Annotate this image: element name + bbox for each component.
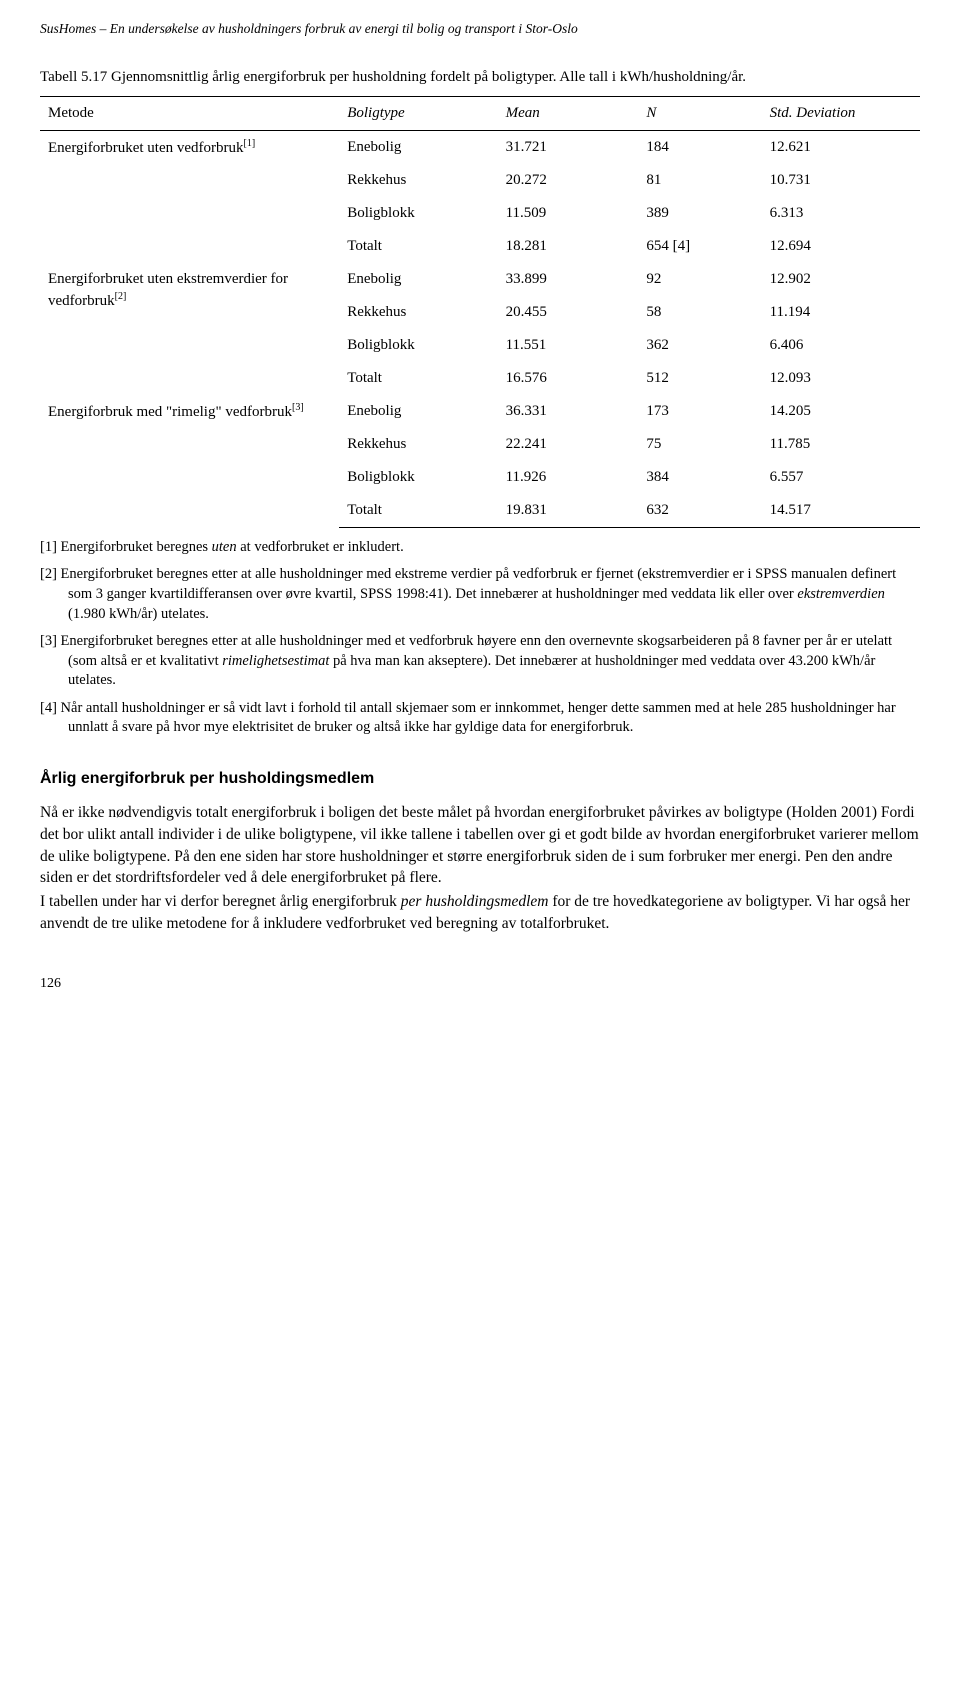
cell-value: 58 (638, 296, 761, 329)
cell-value: 22.241 (498, 428, 639, 461)
cell-value: Rekkehus (339, 428, 497, 461)
cell-value: 6.406 (762, 329, 920, 362)
cell-value: 33.899 (498, 263, 639, 296)
page-number: 126 (40, 974, 920, 994)
cell-value: 173 (638, 395, 761, 428)
body-text: Nå er ikke nødvendigvis totalt energifor… (40, 802, 920, 934)
cell-value: 11.926 (498, 461, 639, 494)
cell-value: 12.621 (762, 130, 920, 164)
col-header-std: Std. Deviation (762, 96, 920, 130)
cell-value: 92 (638, 263, 761, 296)
data-table: Metode Boligtype Mean N Std. Deviation E… (40, 96, 920, 528)
cell-value: Totalt (339, 494, 497, 528)
cell-value: Boligblokk (339, 197, 497, 230)
cell-value: 12.093 (762, 362, 920, 395)
cell-value: 81 (638, 164, 761, 197)
cell-value: 14.205 (762, 395, 920, 428)
table-row: Energiforbruket uten ekstremverdier for … (40, 263, 920, 296)
cell-value: 75 (638, 428, 761, 461)
col-header-metode: Metode (40, 96, 339, 130)
table-header-row: Metode Boligtype Mean N Std. Deviation (40, 96, 920, 130)
col-header-mean: Mean (498, 96, 639, 130)
cell-value: 184 (638, 130, 761, 164)
cell-value: 389 (638, 197, 761, 230)
col-header-boligtype: Boligtype (339, 96, 497, 130)
cell-value: 20.272 (498, 164, 639, 197)
cell-value: 11.509 (498, 197, 639, 230)
cell-value: 18.281 (498, 230, 639, 263)
table-row: Energiforbruk med "rimelig" vedforbruk[3… (40, 395, 920, 428)
footnote: [3] Energiforbruket beregnes etter at al… (40, 632, 920, 691)
footnote: [4] Når antall husholdninger er så vidt … (40, 699, 920, 738)
cell-value: Totalt (339, 362, 497, 395)
cell-value: 512 (638, 362, 761, 395)
cell-value: Enebolig (339, 395, 497, 428)
cell-value: 11.785 (762, 428, 920, 461)
running-head: SusHomes – En undersøkelse av husholdnin… (40, 20, 920, 39)
cell-value: 10.731 (762, 164, 920, 197)
cell-value: 632 (638, 494, 761, 528)
footnote: [2] Energiforbruket beregnes etter at al… (40, 565, 920, 624)
footnote: [1] Energiforbruket beregnes uten at ved… (40, 538, 920, 558)
paragraph: Nå er ikke nødvendigvis totalt energifor… (40, 802, 920, 889)
cell-value: 16.576 (498, 362, 639, 395)
cell-value: 19.831 (498, 494, 639, 528)
cell-value: 11.194 (762, 296, 920, 329)
cell-value: Enebolig (339, 263, 497, 296)
cell-value: 36.331 (498, 395, 639, 428)
cell-value: 6.313 (762, 197, 920, 230)
table-caption: Tabell 5.17 Gjennomsnittlig årlig energi… (100, 67, 920, 88)
section-heading: Årlig energiforbruk per husholdingsmedle… (40, 768, 920, 790)
cell-value: Boligblokk (339, 329, 497, 362)
cell-value: 12.694 (762, 230, 920, 263)
cell-value: Enebolig (339, 130, 497, 164)
cell-value: 362 (638, 329, 761, 362)
cell-value: 31.721 (498, 130, 639, 164)
cell-value: 14.517 (762, 494, 920, 528)
cell-value: 20.455 (498, 296, 639, 329)
cell-value: Totalt (339, 230, 497, 263)
table-row: Energiforbruket uten vedforbruk[1]Enebol… (40, 130, 920, 164)
cell-metode: Energiforbruket uten ekstremverdier for … (40, 263, 339, 395)
table-body: Energiforbruket uten vedforbruk[1]Enebol… (40, 130, 920, 527)
cell-value: Boligblokk (339, 461, 497, 494)
cell-value: 384 (638, 461, 761, 494)
cell-metode: Energiforbruket uten vedforbruk[1] (40, 130, 339, 263)
cell-value: Rekkehus (339, 296, 497, 329)
cell-value: 11.551 (498, 329, 639, 362)
footnotes: [1] Energiforbruket beregnes uten at ved… (40, 538, 920, 738)
cell-metode: Energiforbruk med "rimelig" vedforbruk[3… (40, 395, 339, 528)
col-header-n: N (638, 96, 761, 130)
cell-value: 12.902 (762, 263, 920, 296)
paragraph: I tabellen under har vi derfor beregnet … (40, 891, 920, 934)
cell-value: 6.557 (762, 461, 920, 494)
cell-value: Rekkehus (339, 164, 497, 197)
cell-value: 654 [4] (638, 230, 761, 263)
